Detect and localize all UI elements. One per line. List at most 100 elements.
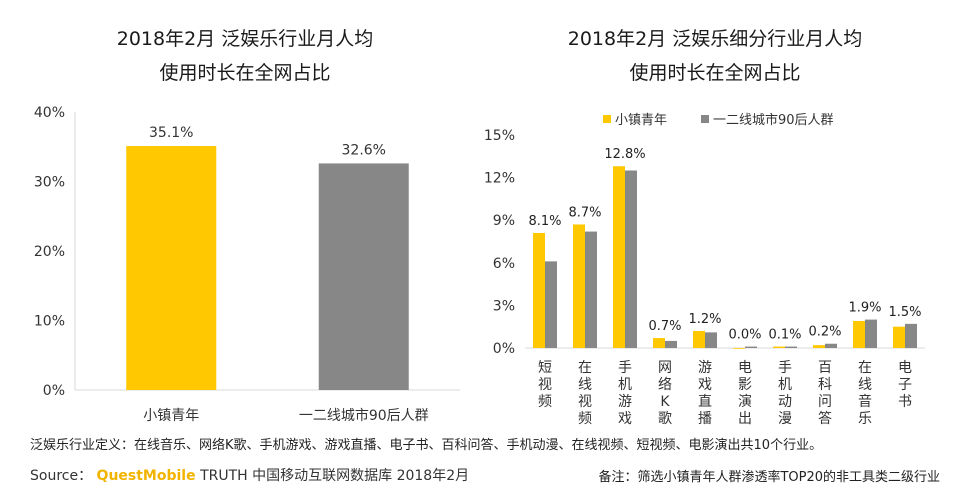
right-bar (585, 231, 597, 348)
right-x-tick-label-char: 线 (578, 377, 592, 393)
right-x-tick-label-char: 视 (578, 394, 592, 410)
left-bar (318, 163, 409, 390)
legend-label: 一二线城市90后人群 (713, 112, 834, 128)
right-x-tick-label-char: 演 (738, 394, 752, 410)
right-y-tick-label: 12% (484, 171, 515, 187)
right-bar (625, 170, 637, 348)
left-bar-value-label: 32.6% (342, 142, 386, 158)
right-x-tick-label-char: 动 (778, 394, 792, 410)
right-bar-value-label: 1.2% (688, 312, 721, 327)
right-title-line-1: 2018年2月 泛娱乐细分行业月人均 (567, 28, 863, 50)
right-bar-value-label: 1.9% (848, 301, 881, 316)
left-bar (126, 146, 217, 390)
right-x-tick-label-char: 书 (898, 394, 912, 410)
right-x-tick-label-char: 乐 (858, 411, 872, 427)
legend-label: 小镇青年 (615, 113, 667, 128)
left-chart-title: 2018年2月 泛娱乐行业月人均 使用时长在全网占比 (30, 22, 460, 90)
right-chart-title: 2018年2月 泛娱乐细分行业月人均 使用时长在全网占比 (480, 22, 950, 90)
right-x-tick-label-char: K (660, 394, 670, 410)
left-x-tick-label: 一二线城市90后人群 (299, 407, 429, 424)
left-title-line-2: 使用时长在全网占比 (159, 62, 331, 84)
left-bar-value-label: 35.1% (149, 125, 193, 141)
footnote-remark: 备注：筛选小镇青年人群渗透率TOP20的非工具类二级行业 (598, 470, 940, 485)
right-x-tick-label-char: 百 (818, 360, 832, 376)
right-bar (705, 332, 717, 348)
right-x-tick-label-char: 歌 (658, 411, 672, 427)
right-bar-value-label: 8.1% (528, 214, 561, 229)
right-bar-value-label: 1.5% (888, 305, 921, 320)
source-rest: TRUTH 中国移动互联网数据库 2018年2月 (200, 468, 470, 484)
right-bar-value-label: 0.7% (648, 319, 681, 334)
right-y-tick-label: 15% (484, 128, 515, 144)
right-bar (693, 330, 705, 348)
left-y-tick-label: 30% (34, 175, 65, 191)
right-bar (813, 345, 825, 348)
right-x-tick-label-char: 播 (698, 411, 712, 427)
right-bar-value-label: 8.7% (568, 205, 601, 220)
right-bar-value-label: 0.0% (728, 328, 761, 343)
right-bar (613, 166, 625, 348)
right-x-tick-label-char: 答 (818, 410, 832, 427)
right-y-tick-label: 3% (493, 298, 515, 314)
source-prefix: Source： (30, 468, 93, 484)
right-x-tick-label-char: 音 (858, 393, 872, 410)
right-bar (853, 321, 865, 348)
right-y-tick-label: 6% (493, 256, 515, 272)
right-bar-value-label: 0.2% (808, 325, 841, 340)
right-title-line-2: 使用时长在全网占比 (629, 62, 801, 84)
right-y-tick-label: 0% (493, 341, 515, 357)
right-x-tick-label-char: 戏 (618, 411, 632, 427)
right-x-tick-label-char: 频 (538, 394, 552, 410)
right-x-tick-label-char: 影 (738, 377, 752, 393)
right-x-tick-label-char: 出 (738, 411, 752, 427)
right-bar (533, 232, 545, 348)
right-bar (773, 346, 785, 348)
right-x-tick-label-char: 视 (538, 377, 552, 393)
right-bar (733, 348, 745, 349)
right-bar (653, 338, 665, 348)
right-bar (545, 261, 557, 348)
right-x-tick-label-char: 在 (858, 360, 872, 376)
right-x-tick-label-char: 机 (618, 377, 632, 393)
right-x-tick-label-char: 网 (658, 360, 672, 376)
right-x-tick-label-char: 直 (698, 393, 712, 410)
right-bar (905, 323, 917, 348)
right-x-tick-label-char: 戏 (698, 377, 712, 393)
left-y-tick-label: 0% (43, 383, 65, 399)
right-x-tick-label-char: 手 (618, 360, 632, 376)
industry-definition: 泛娱乐行业定义：在线音乐、网络K歌、手机游戏、游戏直播、电子书、百科问答、手机动… (30, 438, 823, 453)
right-bar-value-label: 12.8% (604, 147, 645, 162)
left-y-tick-label: 20% (34, 244, 65, 260)
right-bar-value-label: 0.1% (768, 328, 801, 343)
right-x-tick-label-char: 线 (858, 377, 872, 393)
right-x-tick-label-char: 电 (898, 360, 912, 376)
right-x-tick-label-char: 子 (898, 377, 912, 393)
left-title-line-1: 2018年2月 泛娱乐行业月人均 (116, 28, 374, 50)
legend-swatch (701, 115, 709, 123)
right-bar (785, 346, 797, 348)
right-x-tick-label-char: 科 (818, 377, 832, 393)
right-bar (825, 343, 837, 348)
right-x-tick-label-char: 电 (738, 360, 752, 376)
right-x-tick-label-char: 漫 (778, 411, 792, 427)
right-bar (573, 224, 585, 348)
source-brand-logo: QuestMobile (96, 468, 196, 484)
right-x-tick-label-char: 在 (578, 360, 592, 376)
right-x-tick-label-char: 游 (618, 394, 632, 410)
left-y-tick-label: 40% (34, 105, 65, 121)
right-x-tick-label-char: 问 (818, 394, 832, 410)
right-y-tick-label: 9% (493, 213, 515, 229)
right-bar (745, 346, 757, 348)
left-x-tick-label: 小镇青年 (143, 408, 199, 424)
right-x-tick-label-char: 手 (778, 360, 792, 376)
right-x-tick-label-char: 络 (658, 377, 672, 393)
left-y-tick-label: 10% (34, 314, 65, 330)
right-bar (893, 326, 905, 348)
right-x-tick-label-char: 机 (778, 377, 792, 393)
right-x-tick-label-char: 游 (698, 360, 712, 376)
right-bar (865, 319, 877, 348)
right-x-tick-label-char: 短 (538, 360, 552, 376)
